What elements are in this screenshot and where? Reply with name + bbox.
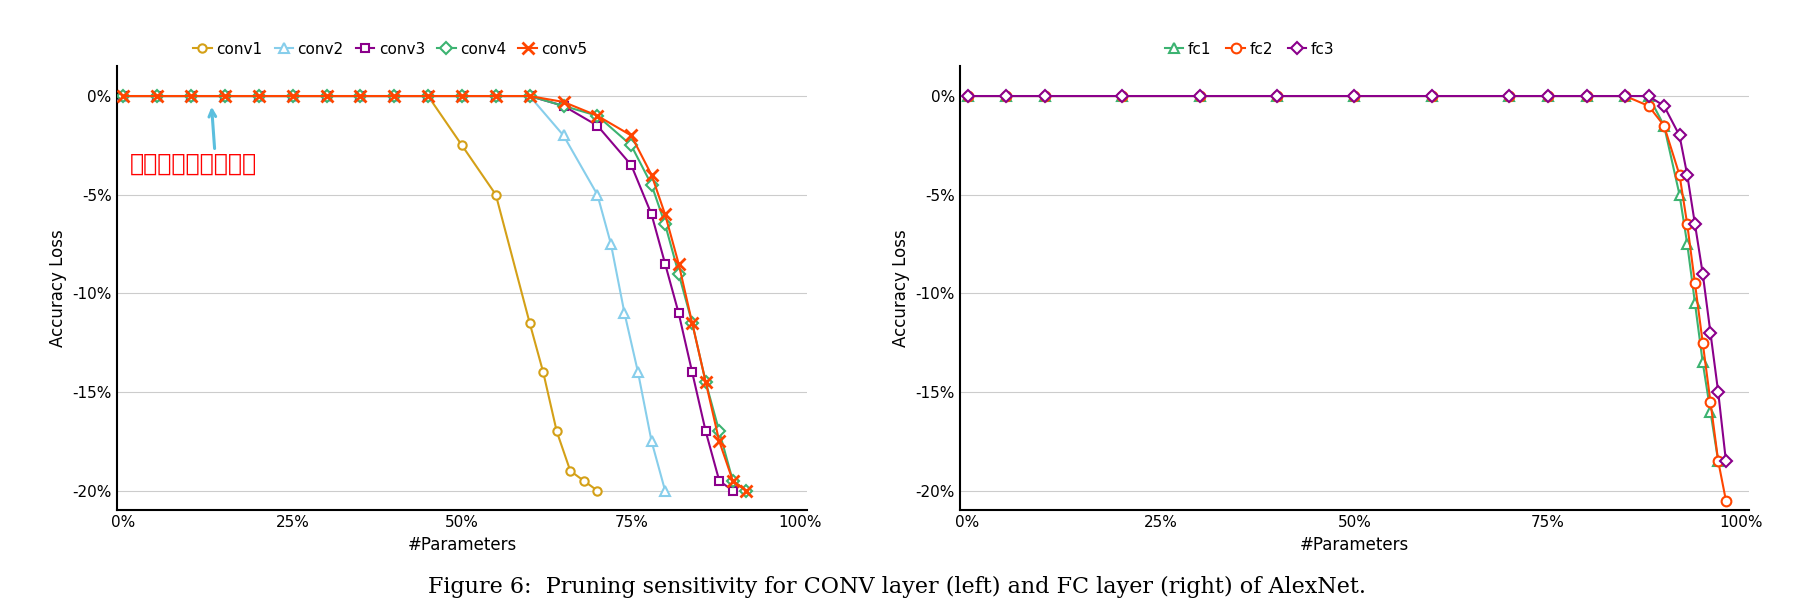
X-axis label: #Parameters: #Parameters: [407, 536, 517, 554]
Y-axis label: Accuracy Loss: Accuracy Loss: [48, 230, 66, 347]
Legend: fc1, fc2, fc3: fc1, fc2, fc3: [1164, 42, 1335, 57]
Legend: conv1, conv2, conv3, conv4, conv5: conv1, conv2, conv3, conv4, conv5: [194, 42, 588, 57]
Text: Figure 6:  Pruning sensitivity for CONV layer (left) and FC layer (right) of Ale: Figure 6: Pruning sensitivity for CONV l…: [429, 576, 1365, 598]
Text: 模型的第一个卷积层: 模型的第一个卷积层: [131, 152, 257, 176]
X-axis label: #Parameters: #Parameters: [1301, 536, 1408, 554]
Y-axis label: Accuracy Loss: Accuracy Loss: [892, 230, 910, 347]
